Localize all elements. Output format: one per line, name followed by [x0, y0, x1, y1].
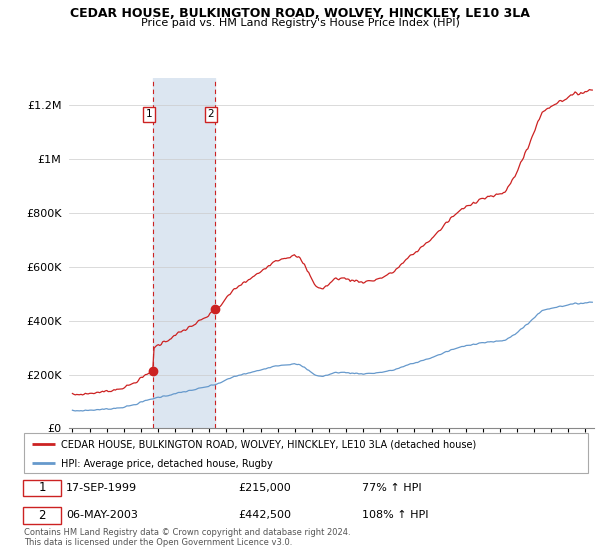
- Text: Contains HM Land Registry data © Crown copyright and database right 2024.
This d: Contains HM Land Registry data © Crown c…: [24, 528, 350, 547]
- Text: £442,500: £442,500: [238, 510, 292, 520]
- Text: 1: 1: [38, 481, 46, 494]
- Text: 06-MAY-2003: 06-MAY-2003: [66, 510, 138, 520]
- Text: 77% ↑ HPI: 77% ↑ HPI: [362, 483, 422, 493]
- FancyBboxPatch shape: [24, 433, 588, 473]
- Text: 1: 1: [145, 109, 152, 119]
- Text: 2: 2: [208, 109, 214, 119]
- Text: Price paid vs. HM Land Registry's House Price Index (HPI): Price paid vs. HM Land Registry's House …: [140, 18, 460, 28]
- Text: CEDAR HOUSE, BULKINGTON ROAD, WOLVEY, HINCKLEY, LE10 3LA: CEDAR HOUSE, BULKINGTON ROAD, WOLVEY, HI…: [70, 7, 530, 20]
- Text: 108% ↑ HPI: 108% ↑ HPI: [362, 510, 429, 520]
- FancyBboxPatch shape: [23, 507, 61, 524]
- Text: CEDAR HOUSE, BULKINGTON ROAD, WOLVEY, HINCKLEY, LE10 3LA (detached house): CEDAR HOUSE, BULKINGTON ROAD, WOLVEY, HI…: [61, 440, 476, 450]
- Bar: [153, 78, 215, 428]
- Text: 2: 2: [38, 509, 46, 522]
- Text: HPI: Average price, detached house, Rugby: HPI: Average price, detached house, Rugb…: [61, 459, 272, 469]
- FancyBboxPatch shape: [23, 479, 61, 496]
- Text: 17-SEP-1999: 17-SEP-1999: [66, 483, 137, 493]
- Text: £215,000: £215,000: [238, 483, 291, 493]
